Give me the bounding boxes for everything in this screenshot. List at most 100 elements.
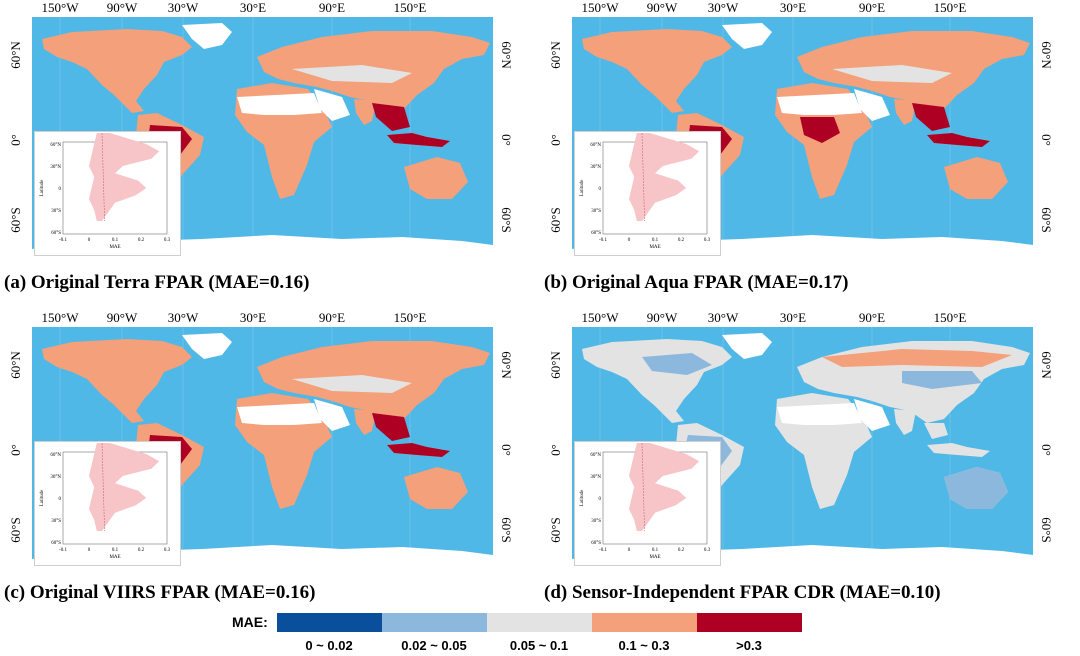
lon-tick-top: 30°W [707,310,739,325]
inset-y-tick: 0 [59,187,62,192]
region-sahara [777,93,862,115]
inset-x-tick: -0.1 [59,238,67,243]
latitude-profile-inset: 60°N 30°N 0 30°S 60°S -0.1 0 0.1 0.2 0.3 MAE Latitu… [574,131,721,256]
inset-y-tick: 30°S [591,519,601,524]
region-indonesia-high [387,443,450,457]
lat-tick-left: 0° [548,134,563,146]
inset-y-tick: 30°N [590,165,601,170]
land-northAmerica [582,29,732,113]
panel-caption: (c) Original VIIRS FPAR (MAE=0.16) [4,582,316,603]
map-panel-a: 150°W 150°W 90°W 90°W 30°W 30°W 30°E 30°E 90°E 90… [0,0,540,328]
region-sahara [237,403,322,425]
inset-x-tick: 0.3 [704,548,711,553]
lon-tick-top: 150°W [581,310,619,325]
lon-tick-top: 90°W [106,0,138,15]
inset-x-label: MAE [109,245,120,250]
lat-tick-left: 60°N [8,41,23,69]
inset-x-tick: 0.1 [652,238,659,243]
region-boreal-light [832,65,952,83]
lat-tick-right: 0° [1039,134,1054,146]
lat-tick-right: 60°S [1039,207,1054,233]
inset-x-tick: 0.1 [112,548,119,553]
lon-tick-top: 30°E [239,310,267,325]
region-seasia-high [912,103,950,131]
inset-x-tick: 0 [628,548,631,553]
legend-colorbar [277,613,802,632]
land-northAmerica [582,339,732,423]
inset-y-tick: 60°N [50,453,61,458]
lon-tick-top: 90°W [106,310,138,325]
land-arabia [854,399,890,431]
inset-y-tick: 0 [599,187,602,192]
region-boreal-light [292,65,412,83]
land-australia [404,157,468,199]
region-seasia-high [372,413,410,441]
lat-tick-right: 60°N [1039,351,1054,379]
inset-x-tick: 0.3 [164,548,171,553]
inset-x-tick: 0.2 [678,238,685,243]
lat-tick-left: 0° [8,134,23,146]
inset-distribution [629,443,700,531]
lat-tick-left: 60°N [8,351,23,379]
region-indonesia-high [387,133,450,147]
land-australia [404,467,468,509]
inset-x-tick: 0.2 [678,548,685,553]
land-india [354,409,376,435]
inset-x-tick: 0.1 [112,238,119,243]
map-panel-c: 150°W150°W90°W90°W30°W30°W30°E30°E90°E90… [0,310,540,638]
land-greenland [182,333,232,359]
lat-tick-left: 60°N [548,41,563,69]
latitude-profile-inset: 60°N 30°N 0 30°S 60°S -0.1 0 0.1 0.2 0.3 MAE Latitu… [34,131,181,256]
lat-tick-right: 60°N [499,41,514,69]
latitude-profile-inset: 60°N 30°N 0 30°S 60°S -0.1 0 0.1 0.2 0.3 MAE Latitu… [34,441,181,566]
land-greenland [722,23,772,49]
panel-caption: (b) Original Aqua FPAR (MAE=0.17) [544,272,849,293]
lat-tick-right: 60°N [1039,41,1054,69]
panel-caption: (d) Sensor-Independent FPAR CDR (MAE=0.1… [544,582,941,603]
lat-tick-right: 0° [499,134,514,146]
lon-tick-top: 90°E [858,310,886,325]
land-india [354,99,376,125]
inset-x-tick: 0.2 [138,548,145,553]
inset-distribution [89,133,160,221]
lon-tick-top: 30°W [167,0,199,15]
inset-mean-line [641,132,645,222]
inset-y-tick: 60°S [51,231,61,236]
land-northAmerica [42,339,192,423]
legend-label-1: 0 ~ 0.02 [305,638,353,653]
legend-label-5: >0.3 [736,638,762,653]
lon-tick-top: 150°W [41,310,79,325]
region-indonesia-high [927,133,990,147]
lon-tick-top: 90°W [646,0,678,15]
lat-tick-left: 60°N [548,351,563,379]
lon-tick-top: 90°E [318,310,346,325]
legend-title: MAE: [232,614,268,630]
lon-tick-top: 150°W [581,0,619,15]
land-greenland [182,23,232,49]
lat-tick-right: 60°S [499,207,514,233]
inset-x-tick: 0.2 [138,238,145,243]
lon-tick-top: 90°E [858,0,886,15]
land-arabia [314,89,350,121]
region-sahara [777,403,862,425]
land-northAmerica [42,29,192,113]
lat-tick-left: 60°S [548,207,563,233]
legend-swatch-3 [487,613,592,632]
inset-x-tick: -0.1 [59,548,67,553]
legend-label-2: 0.02 ~ 0.05 [401,638,467,653]
inset-x-tick: 0.1 [652,548,659,553]
region-congo-high [800,117,840,143]
region-seasia-high [372,103,410,131]
lat-tick-left: 60°S [8,517,23,543]
land-india [894,99,916,125]
legend-label-3: 0.05 ~ 0.1 [509,638,569,653]
world-map: 60°N 30°N 0 30°S 60°S -0.1 0 0.1 0.2 0.3 MAE Latitu… [572,327,1033,577]
lon-tick-top: 90°E [318,0,346,15]
inset-x-label: MAE [109,555,120,560]
land-indonesia [927,443,990,457]
inset-y-tick: 30°S [51,519,61,524]
land-arabia [854,89,890,121]
inset-y-tick: 30°S [51,209,61,214]
region-sahara [237,93,322,115]
land-india [894,409,916,435]
